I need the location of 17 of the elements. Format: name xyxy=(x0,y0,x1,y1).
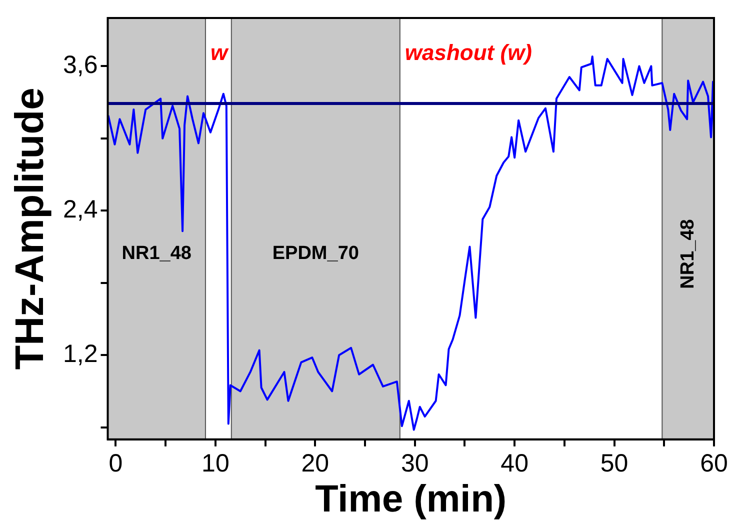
y-tick-label: 2,4 xyxy=(62,196,98,224)
band-label: EPDM_70 xyxy=(272,243,359,264)
y-tick-label: 3,6 xyxy=(62,51,98,80)
x-tick-label: 10 xyxy=(202,449,230,478)
band-label: NR1_48 xyxy=(677,219,698,289)
x-tick-label: 30 xyxy=(400,449,429,478)
band-label: NR1_48 xyxy=(122,243,192,264)
annotation: w xyxy=(210,40,230,66)
x-tick-label: 60 xyxy=(700,449,728,478)
x-tick-label: 0 xyxy=(108,449,123,478)
y-tick-label: 1,2 xyxy=(62,340,98,368)
annotation: washout (w) xyxy=(404,40,532,66)
y-axis-title: THz-Amplitude xyxy=(8,88,52,370)
x-tick-label: 50 xyxy=(600,449,628,478)
x-axis-title: Time (min) xyxy=(315,478,507,521)
x-tick-label: 40 xyxy=(500,449,528,478)
x-tick-label: 20 xyxy=(301,449,330,478)
